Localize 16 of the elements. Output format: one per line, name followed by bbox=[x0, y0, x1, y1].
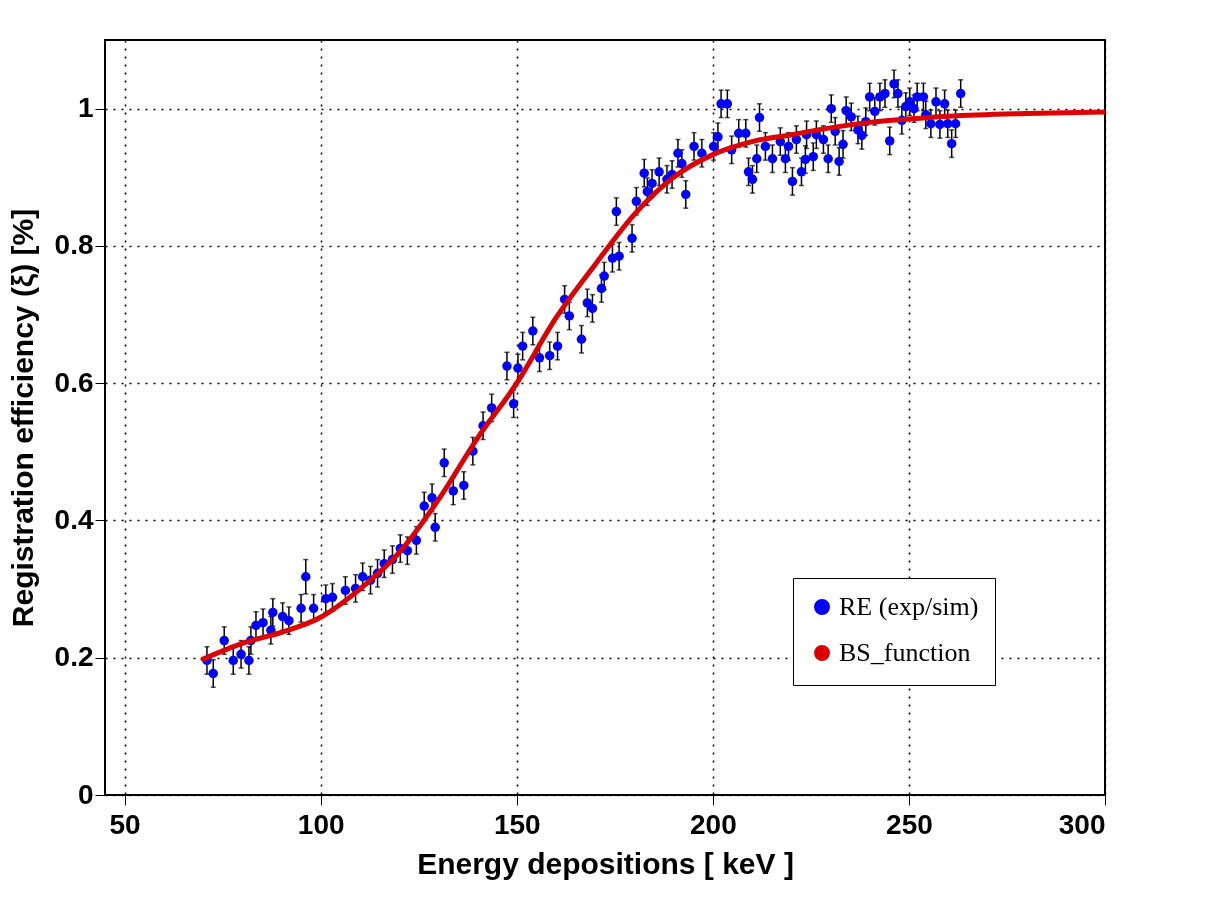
legend-label: BS_function bbox=[839, 638, 971, 667]
y-tick-label: 0.2 bbox=[54, 641, 94, 673]
x-tick-label: 150 bbox=[493, 808, 541, 840]
y-tick-label: 1 bbox=[77, 92, 94, 124]
y-tick-label: 0.6 bbox=[54, 366, 94, 398]
y-tick-label: 0 bbox=[77, 778, 94, 810]
y-tick-label: 0.8 bbox=[54, 229, 94, 261]
x-axis-title: Energy depositions [ keV ] bbox=[417, 846, 794, 880]
x-tick-label: 50 bbox=[109, 808, 141, 840]
x-tick-label: 300 bbox=[1058, 808, 1106, 840]
x-tick-label: 100 bbox=[297, 808, 345, 840]
x-tick-label: 250 bbox=[886, 808, 933, 840]
y-tick-label: 0.4 bbox=[54, 503, 94, 535]
y-axis-title: Registration efficiency (ξ) [%] bbox=[5, 208, 39, 628]
legend-label: RE (exp/sim) bbox=[839, 592, 979, 621]
x-tick-label: 200 bbox=[689, 808, 737, 840]
